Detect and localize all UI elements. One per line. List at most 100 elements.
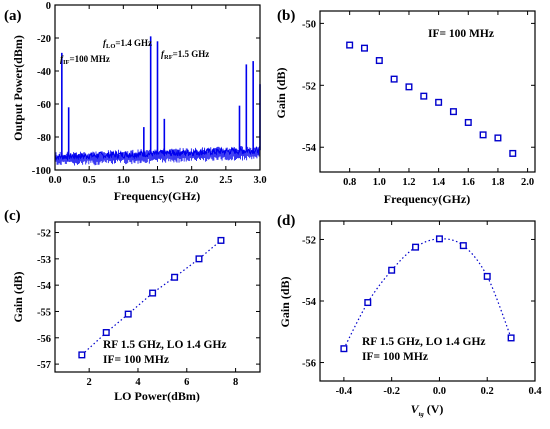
panel-a-spectrum [54,36,261,166]
x-tick-label: 2.5 [219,175,232,186]
data-point [483,272,491,280]
panel-c-frame [54,221,261,373]
x-tick-label: 0.4 [528,386,542,397]
panel-a-annotation-if: fIF=100 MHz [60,54,110,66]
y-tick-label: -60 [37,100,51,111]
panel-b-series [346,41,517,157]
x-tick-label: 6 [184,377,189,388]
panel-a-annotation-lo: fLO=1.4 GHz [103,38,152,50]
data-point [217,236,225,244]
x-tick-label: 0.2 [481,386,494,397]
y-tick-label: -54 [302,143,317,154]
panel-b-ylabel: Gain (dB) [274,67,288,118]
data-point [435,98,443,106]
data-point [412,243,420,251]
x-tick-label: 1.6 [462,177,475,188]
x-tick-label: 8 [233,377,238,388]
x-tick-label: 0.0 [48,175,61,186]
y-tick-label: -20 [37,34,51,45]
y-tick-label: -53 [37,255,51,266]
data-point [390,75,398,83]
data-point [479,131,487,139]
x-tick-label: 0.0 [433,386,446,397]
panel-d-label: (d) [277,213,295,229]
x-tick-label: 3.0 [253,175,266,186]
data-point [494,134,502,142]
x-tick-label: 1.5 [151,175,164,186]
panel-d-xlabel: Vtg (V) [411,402,444,418]
data-point [388,266,396,274]
x-tick-label: 1.0 [373,177,386,188]
panel-a-xlabel: Frequency(GHz) [114,189,200,203]
y-tick-label: -54 [302,297,317,308]
data-point [78,351,86,359]
panel-d-series [340,235,515,353]
data-point [459,242,467,250]
x-tick-label: 0.5 [83,175,96,186]
data-point [102,329,110,337]
panel-c-xlabel: LO Power(dBm) [114,389,200,403]
y-tick-label: -57 [37,360,51,371]
data-point [360,44,368,52]
panel-a: (a) 0.0 0.5 1.0 1.5 2.0 2.5 3.0 0 -20 -40 -60 -80 -1… [4,1,267,203]
panel-b: (b) 0.8 1.0 1.2 1.4 1.6 1.8 2.0 -50 -52 -54 Frequ… [274,8,536,206]
x-tick-label: 1.0 [117,175,130,186]
y-tick-label: -52 [302,235,316,246]
y-tick-label: -40 [37,67,51,78]
x-tick-label: 2 [87,377,92,388]
x-tick-label: 4 [135,377,141,388]
y-tick-label: -56 [37,334,51,345]
data-point [364,299,372,307]
data-point [346,41,354,49]
data-point [420,92,428,100]
panel-b-ticks: 0.8 1.0 1.2 1.4 1.6 1.8 2.0 -50 -52 -54 [302,11,535,188]
panel-d-ticks: -0.4 -0.2 0.0 0.2 0.4 -52 -54 -56 [302,221,542,397]
panel-b-frame [319,10,536,173]
panel-d-ylabel: Gain (dB) [278,276,292,327]
data-point [509,149,517,157]
y-tick-label: -56 [302,359,316,370]
panel-c-ylabel: Gain (dB) [11,271,25,322]
panel-a-ylabel: Output Power(dBm) [11,35,25,141]
data-point [507,334,515,342]
x-tick-label: 2.0 [185,175,198,186]
series-curve [343,238,512,349]
x-tick-label: 1.2 [402,177,415,188]
panel-a-ticks: 0.0 0.5 1.0 1.5 2.0 2.5 3.0 0 -20 -40 -60 -80 -100 [32,1,267,186]
panel-a-annotation-rf: fRF=1.5 GHz [161,49,209,61]
x-tick-label: -0.4 [336,386,353,397]
panel-c: (c) 2 4 6 8 -52 -53 -54 -55 -56 -57 LO Power(dBm)… [4,208,261,403]
panel-c-label: (c) [4,208,21,224]
data-point [464,118,472,126]
panel-b-xlabel: Frequency(GHz) [384,192,470,206]
x-tick-label: 1.4 [432,177,446,188]
panel-b-annotation: IF= 100 MHz [428,28,494,40]
data-point [405,83,413,91]
data-point [124,310,132,318]
x-tick-label: 1.8 [491,177,504,188]
panel-c-annotation-line2: IF= 100 MHz [103,354,169,366]
panel-c-annotation-line1: RF 1.5 GHz, LO 1.4 GHz [103,339,227,351]
y-tick-label: -52 [302,81,316,92]
y-tick-label: -52 [37,229,51,240]
data-point [375,57,383,65]
data-point [449,108,457,116]
panel-d: (d) -0.4 -0.2 0.0 0.2 0.4 -52 -54 -56 Vtg (V) G… [277,213,542,418]
data-point [195,255,203,263]
y-tick-label: -100 [32,166,51,177]
x-tick-label: -0.2 [383,386,400,397]
data-point [171,273,179,281]
x-tick-label: 0.8 [343,177,356,188]
y-tick-label: -50 [302,19,316,30]
panel-b-label: (b) [277,8,295,24]
data-point [435,235,443,243]
y-tick-label: 0 [46,1,51,12]
y-tick-label: -54 [37,281,52,292]
x-tick-label: 2.0 [521,177,534,188]
y-tick-label: -80 [37,133,51,144]
y-tick-label: -55 [37,307,51,318]
data-point [340,345,348,353]
panel-d-annotation-line2: IF= 100 MHz [362,351,428,363]
panel-a-label: (a) [4,8,22,24]
